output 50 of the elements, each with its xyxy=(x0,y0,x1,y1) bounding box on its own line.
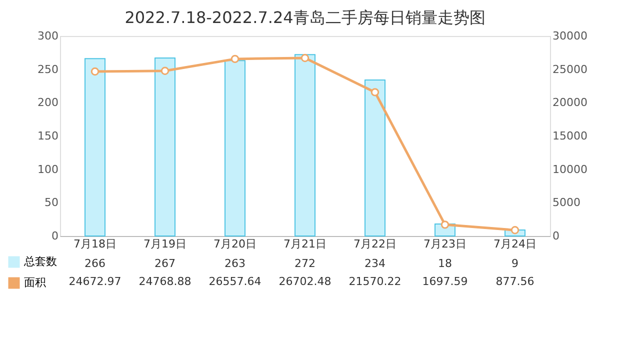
y-tick-label: 50 xyxy=(44,196,58,210)
bar xyxy=(224,60,246,236)
bar xyxy=(154,58,176,236)
bar xyxy=(294,54,316,236)
point xyxy=(440,220,450,229)
point xyxy=(160,66,170,75)
y2-tick-label: 0 xyxy=(552,230,560,242)
y2-tick-label: 20000 xyxy=(552,96,588,110)
point xyxy=(230,54,240,64)
data-label: 9 xyxy=(512,257,518,270)
bar xyxy=(364,80,386,236)
y-tick-label: 150 xyxy=(38,130,58,142)
data-label: 267 xyxy=(154,257,176,270)
point xyxy=(370,88,380,96)
data-label: 24672.97 xyxy=(68,275,122,288)
y-tick-label: 0 xyxy=(52,230,58,242)
data-label: 26557.64 xyxy=(208,275,262,288)
x-tick-label: 7月20日 xyxy=(214,238,256,250)
bar xyxy=(84,58,106,236)
y2-tick-label: 10000 xyxy=(552,162,588,176)
data-label: 272 xyxy=(294,257,316,270)
x-tick-label: 7月19日 xyxy=(144,238,186,250)
data-label: 263 xyxy=(224,257,246,270)
point xyxy=(90,67,100,76)
point xyxy=(510,226,520,234)
y-tick-label: 300 xyxy=(38,30,58,42)
x-tick-label: 7月24日 xyxy=(494,238,536,250)
x-tick-label: 7月21日 xyxy=(284,238,326,250)
y2-tick-label: 25000 xyxy=(552,62,588,76)
data-label: 234 xyxy=(364,257,386,270)
data-label: 21570.22 xyxy=(348,275,402,288)
legend-label: 总套数 xyxy=(23,255,57,268)
data-label: 266 xyxy=(84,257,106,270)
legend-label: 面积 xyxy=(24,276,46,289)
y-tick-label: 250 xyxy=(38,62,58,76)
data-label: 26702.48 xyxy=(278,275,332,288)
y2-tick-label: 15000 xyxy=(552,130,588,142)
y-tick-label: 100 xyxy=(38,162,58,176)
data-label: 24768.88 xyxy=(138,275,192,288)
y2-tick-label: 30000 xyxy=(552,30,588,42)
chart-title: 2022.7.18-2022.7.24青岛二手房每日销量走势图 xyxy=(124,8,486,27)
y-tick-label: 200 xyxy=(38,96,58,110)
data-label: 1697.59 xyxy=(422,275,468,288)
data-label: 18 xyxy=(438,257,452,270)
y2-tick-label: 5000 xyxy=(552,196,580,210)
point xyxy=(300,54,310,62)
x-tick-label: 7月18日 xyxy=(74,238,116,250)
data-label: 877.56 xyxy=(496,275,534,288)
x-tick-label: 7月22日 xyxy=(354,238,396,250)
x-tick-label: 7月23日 xyxy=(424,238,466,250)
